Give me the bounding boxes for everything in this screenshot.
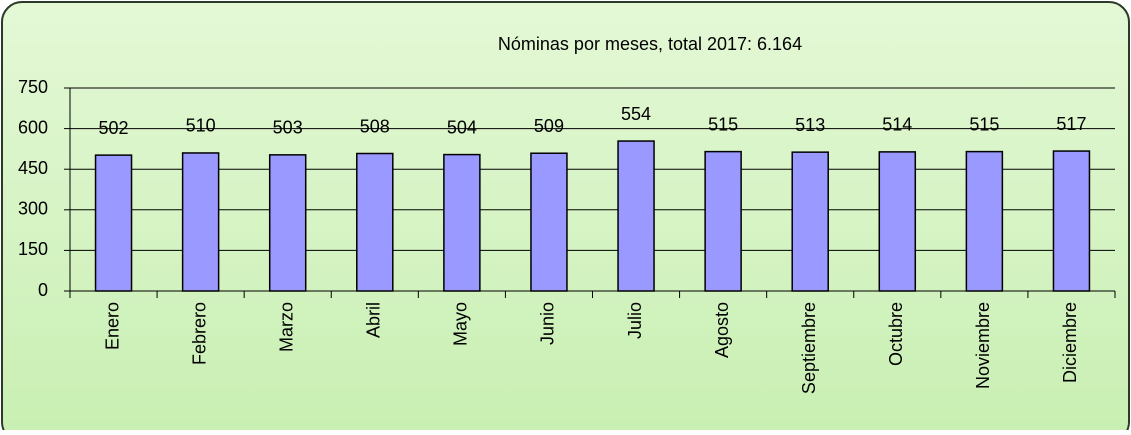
data-label: 515 [969,114,999,134]
x-tick-label: Abril [364,302,384,338]
bar [181,152,220,292]
x-tick-label: Noviembre [973,302,993,389]
data-label: 514 [882,115,912,135]
bar [878,151,917,292]
x-tick-label: Marzo [276,302,296,352]
data-label: 509 [534,116,564,136]
bar [965,150,1004,292]
x-tick-label: Junio [538,302,558,345]
x-tick-label: Octubre [886,302,906,366]
bar [530,152,568,292]
x-tick-label: Septiembre [799,302,819,394]
data-label: 517 [1056,114,1086,134]
x-tick-label: Julio [625,302,645,339]
y-tick-label: 600 [18,117,48,137]
chart-title: Nóminas por meses, total 2017: 6.164 [498,34,802,54]
y-tick-label: 0 [38,280,48,300]
bar [356,152,394,292]
bar [704,150,742,292]
y-tick-label: 150 [18,239,48,259]
bar [791,151,829,292]
y-tick-label: 450 [18,158,48,178]
data-label: 503 [273,118,303,138]
data-label: 508 [360,116,390,136]
data-label: 554 [621,104,651,124]
x-tick-label: Agosto [712,302,732,358]
y-tick-label: 750 [18,77,48,97]
x-tick-label: Diciembre [1060,302,1080,383]
data-label: 515 [708,114,738,134]
data-label: 510 [186,116,216,136]
bar [268,154,307,292]
bar [443,153,481,292]
x-tick-label: Enero [102,302,122,350]
data-label: 502 [99,118,129,138]
bar [1052,150,1091,292]
x-tick-label: Febrero [189,302,209,365]
data-label: 504 [447,117,477,137]
y-tick-label: 300 [18,199,48,219]
bar [94,154,133,292]
data-label: 513 [795,115,825,135]
bar [617,140,655,292]
x-tick-label: Mayo [451,302,471,346]
